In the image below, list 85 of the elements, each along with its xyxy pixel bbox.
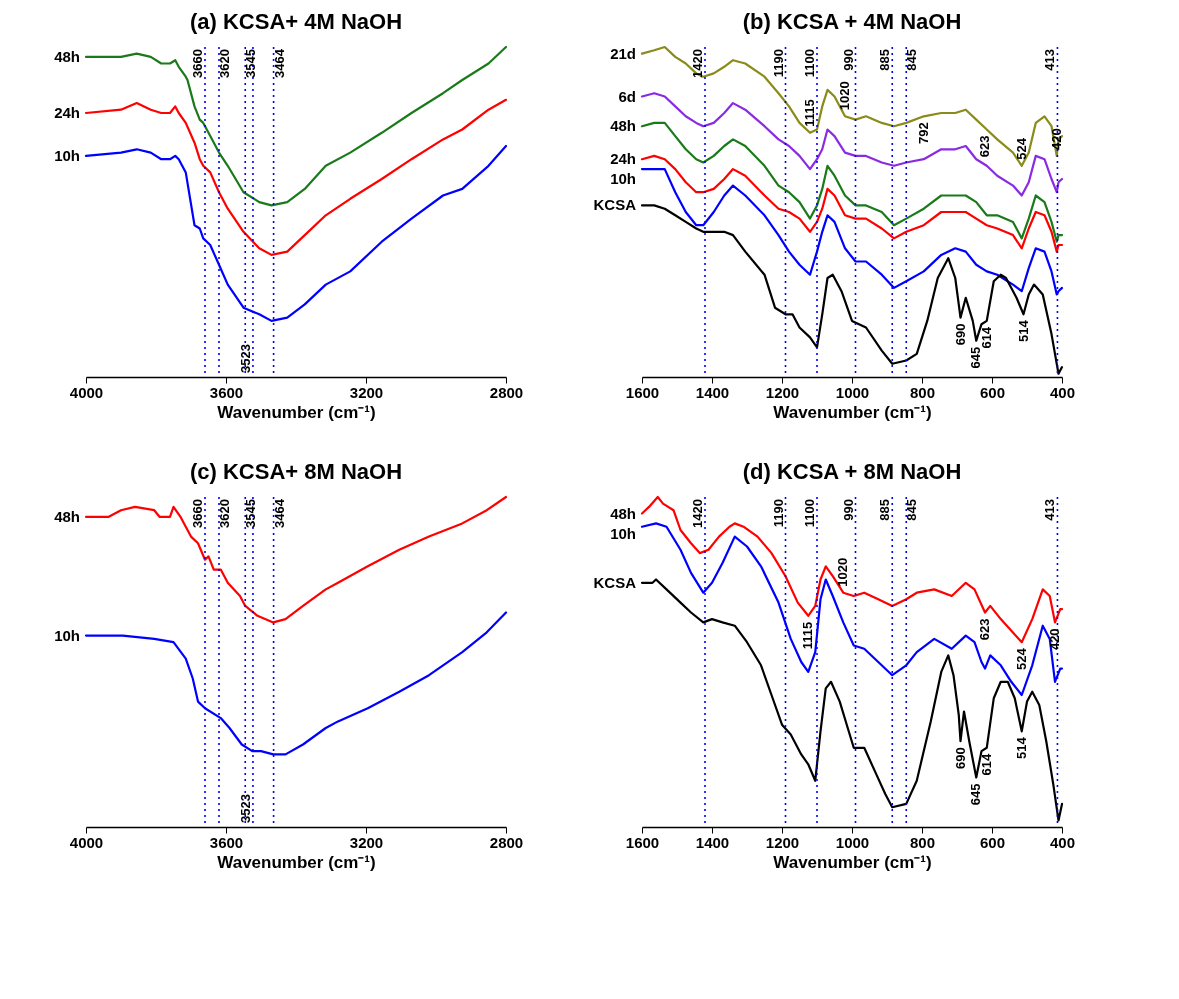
ref-line-label: 3523 — [237, 344, 253, 373]
series-label: 48h — [610, 117, 636, 135]
annotation: 623 — [977, 135, 992, 158]
annotation: 1020 — [837, 81, 852, 111]
x-tick-label: 400 — [1049, 833, 1076, 851]
x-tick-label: 1200 — [765, 833, 800, 851]
annotation: 614 — [978, 753, 994, 776]
annotation: 420 — [1047, 628, 1062, 651]
series-label: KCSA — [593, 196, 637, 214]
annotation: 524 — [1013, 137, 1029, 160]
x-tick-label: 600 — [979, 383, 1006, 401]
x-tick-label: 1400 — [695, 383, 730, 401]
ref-line-label: 3464 — [271, 498, 287, 528]
ref-line-label: 1190 — [770, 49, 786, 78]
annotation: 690 — [952, 747, 968, 769]
series-label: 48h — [54, 507, 80, 525]
x-tick-label: 1200 — [765, 383, 800, 401]
x-tick-label: 1000 — [835, 833, 870, 851]
ref-line-label: 3620 — [217, 49, 232, 78]
ref-line-label: 3523 — [237, 794, 253, 823]
ref-line-label: 3660 — [190, 49, 205, 78]
ref-line-label: 3464 — [271, 48, 287, 78]
annotation: 524 — [1013, 647, 1029, 670]
x-tick-label: 1400 — [695, 833, 730, 851]
series-label: 48h — [610, 504, 636, 522]
series-label: 10h — [54, 146, 80, 164]
chart-title: (c) KCSA+ 8M NaOH — [189, 458, 403, 484]
ref-line-label: 885 — [877, 499, 893, 521]
series-label: KCSA — [593, 573, 637, 591]
x-axis-title: Wavenumber (cm⁻¹) — [773, 402, 932, 422]
x-tick-label: 1600 — [625, 383, 660, 401]
x-tick-label: 4000 — [69, 833, 104, 851]
ref-line-label: 3545 — [243, 49, 259, 78]
ref-line-label: 3660 — [190, 499, 205, 528]
x-tick-label: 1600 — [625, 833, 660, 851]
x-tick-label: 2800 — [489, 833, 524, 851]
annotation: 792 — [915, 122, 931, 144]
x-tick-label: 400 — [1049, 383, 1076, 401]
ref-line-label: 3620 — [217, 499, 232, 528]
x-tick-label: 3200 — [349, 383, 384, 401]
series-label: 6d — [618, 87, 636, 105]
ref-line-label: 1190 — [770, 499, 786, 528]
x-tick-label: 1000 — [835, 383, 870, 401]
x-tick-label: 600 — [979, 833, 1006, 851]
annotation: 645 — [968, 783, 984, 806]
annotation: 1020 — [835, 557, 851, 587]
ref-line-label: 413 — [1042, 49, 1058, 71]
ref-line-label: 1420 — [690, 499, 705, 528]
x-axis-title: Wavenumber (cm⁻¹) — [217, 402, 376, 422]
ref-line-label: 1100 — [802, 49, 817, 78]
annotation: 1115 — [800, 621, 816, 650]
x-tick-label: 2800 — [489, 383, 524, 401]
series-label: 24h — [610, 150, 636, 168]
ref-line-label: 845 — [904, 49, 920, 71]
series-label: 10h — [610, 524, 636, 542]
series-label: 24h — [54, 104, 80, 121]
series-label: 21d — [610, 44, 636, 62]
ref-line-label: 845 — [904, 499, 920, 521]
chart-title: (a) KCSA+ 4M NaOH — [189, 8, 403, 34]
chart-title: (b) KCSA + 4M NaOH — [742, 8, 962, 34]
annotation: 514 — [1013, 736, 1029, 759]
annotation: 623 — [977, 618, 992, 641]
annotation: 514 — [1015, 319, 1031, 342]
ref-line-label: 413 — [1042, 499, 1058, 521]
x-tick-label: 4000 — [69, 383, 104, 401]
ref-line-label: 990 — [840, 499, 856, 521]
annotation: 420 — [1048, 128, 1064, 150]
series-label: 10h — [610, 170, 636, 188]
x-tick-label: 3200 — [349, 833, 384, 851]
x-tick-label: 3600 — [209, 833, 244, 851]
ref-line-label: 1100 — [802, 499, 817, 528]
x-tick-label: 3600 — [209, 383, 244, 401]
x-tick-label: 800 — [909, 383, 936, 401]
ref-line-label: 1420 — [690, 49, 705, 78]
ref-line-label: 885 — [877, 49, 893, 71]
ref-line-label: 3545 — [243, 499, 259, 528]
series-label: 48h — [54, 47, 80, 65]
annotation: 1115 — [802, 99, 817, 127]
x-tick-label: 800 — [909, 833, 936, 851]
x-axis-title: Wavenumber (cm⁻¹) — [773, 852, 932, 872]
x-axis-title: Wavenumber (cm⁻¹) — [217, 852, 376, 872]
series-label: 10h — [54, 626, 80, 644]
chart-title: (d) KCSA + 8M NaOH — [742, 458, 962, 484]
ref-line-label: 990 — [840, 49, 856, 71]
annotation: 690 — [952, 323, 968, 346]
